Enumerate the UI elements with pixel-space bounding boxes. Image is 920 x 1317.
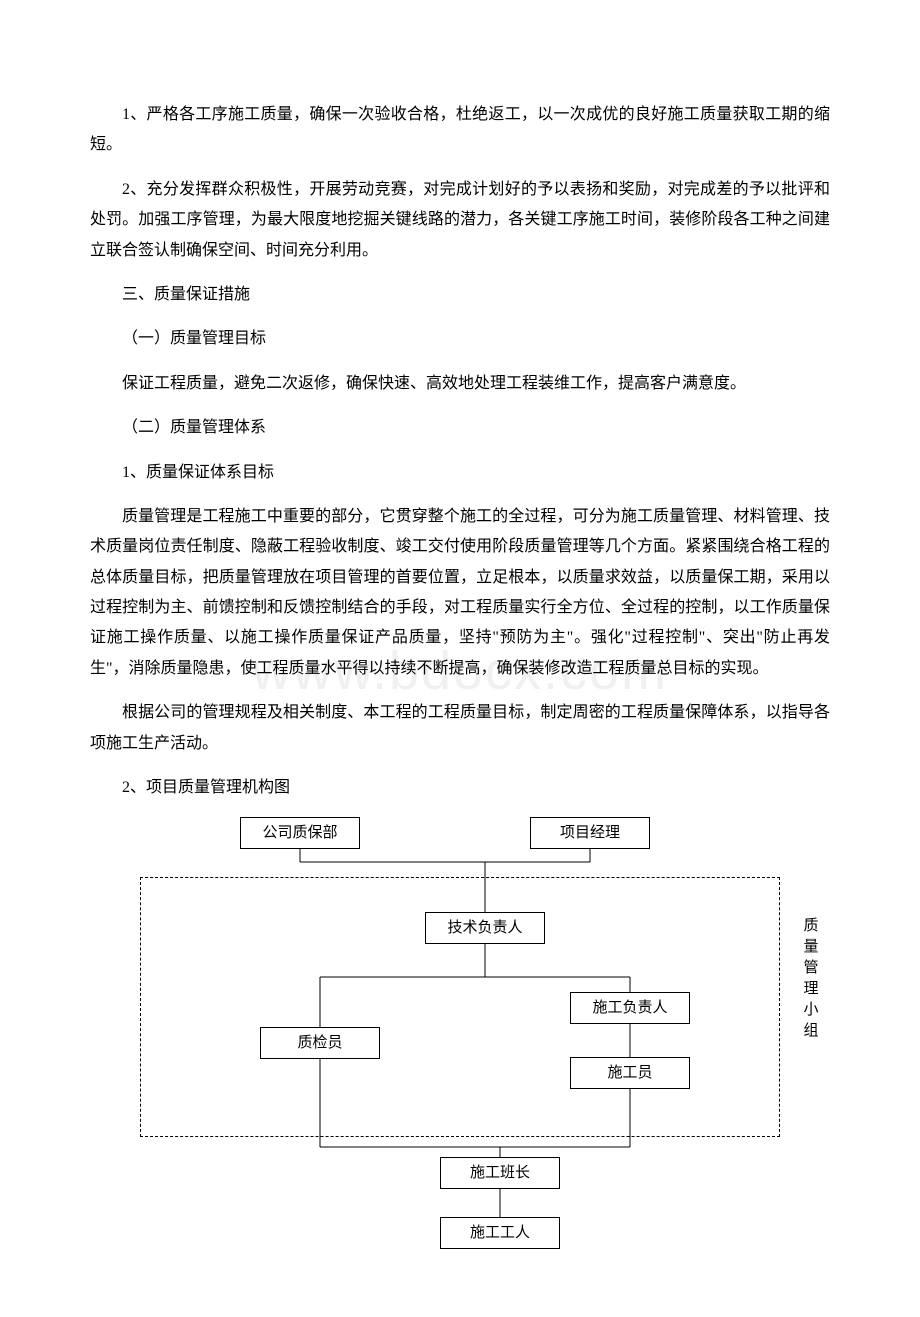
org-node: 技术负责人 bbox=[425, 912, 545, 944]
org-node: 施工工人 bbox=[440, 1217, 560, 1249]
org-node: 施工班长 bbox=[440, 1157, 560, 1189]
org-node: 施工员 bbox=[570, 1057, 690, 1089]
subheading: 2、项目质量管理机构图 bbox=[90, 773, 830, 803]
org-node: 项目经理 bbox=[530, 817, 650, 849]
org-node: 公司质保部 bbox=[240, 817, 360, 849]
document-body: 1、严格各工序施工质量，确保一次验收合格，杜绝返工，以一次成优的良好施工质量获取… bbox=[90, 100, 830, 1257]
subheading: 1、质量保证体系目标 bbox=[90, 458, 830, 488]
subheading: （一）质量管理目标 bbox=[90, 324, 830, 354]
paragraph: 保证工程质量，避免二次返修，确保快速、高效地处理工程装维工作，提高客户满意度。 bbox=[90, 369, 830, 399]
org-node: 质检员 bbox=[260, 1027, 380, 1059]
paragraph: 根据公司的管理规程及相关制度、本工程的工程质量目标，制定周密的工程质量保障体系，… bbox=[90, 698, 830, 759]
subheading: （二）质量管理体系 bbox=[90, 413, 830, 443]
org-node: 施工负责人 bbox=[570, 992, 690, 1024]
heading: 三、质量保证措施 bbox=[90, 280, 830, 310]
paragraph: 质量管理是工程施工中重要的部分，它贯穿整个施工的全过程，可分为施工质量管理、材料… bbox=[90, 502, 830, 684]
group-label: 质量管理小组 bbox=[795, 917, 824, 1043]
paragraph: 2、充分发挥群众积极性，开展劳动竞赛，对完成计划好的予以表扬和奖励，对完成差的予… bbox=[90, 175, 830, 266]
paragraph: 1、严格各工序施工质量，确保一次验收合格，杜绝返工，以一次成优的良好施工质量获取… bbox=[90, 100, 830, 161]
org-chart: 质量管理小组 公司质保部 项目经理 技术负责人 施工负责人 质检员 施工员 施工… bbox=[90, 817, 830, 1257]
